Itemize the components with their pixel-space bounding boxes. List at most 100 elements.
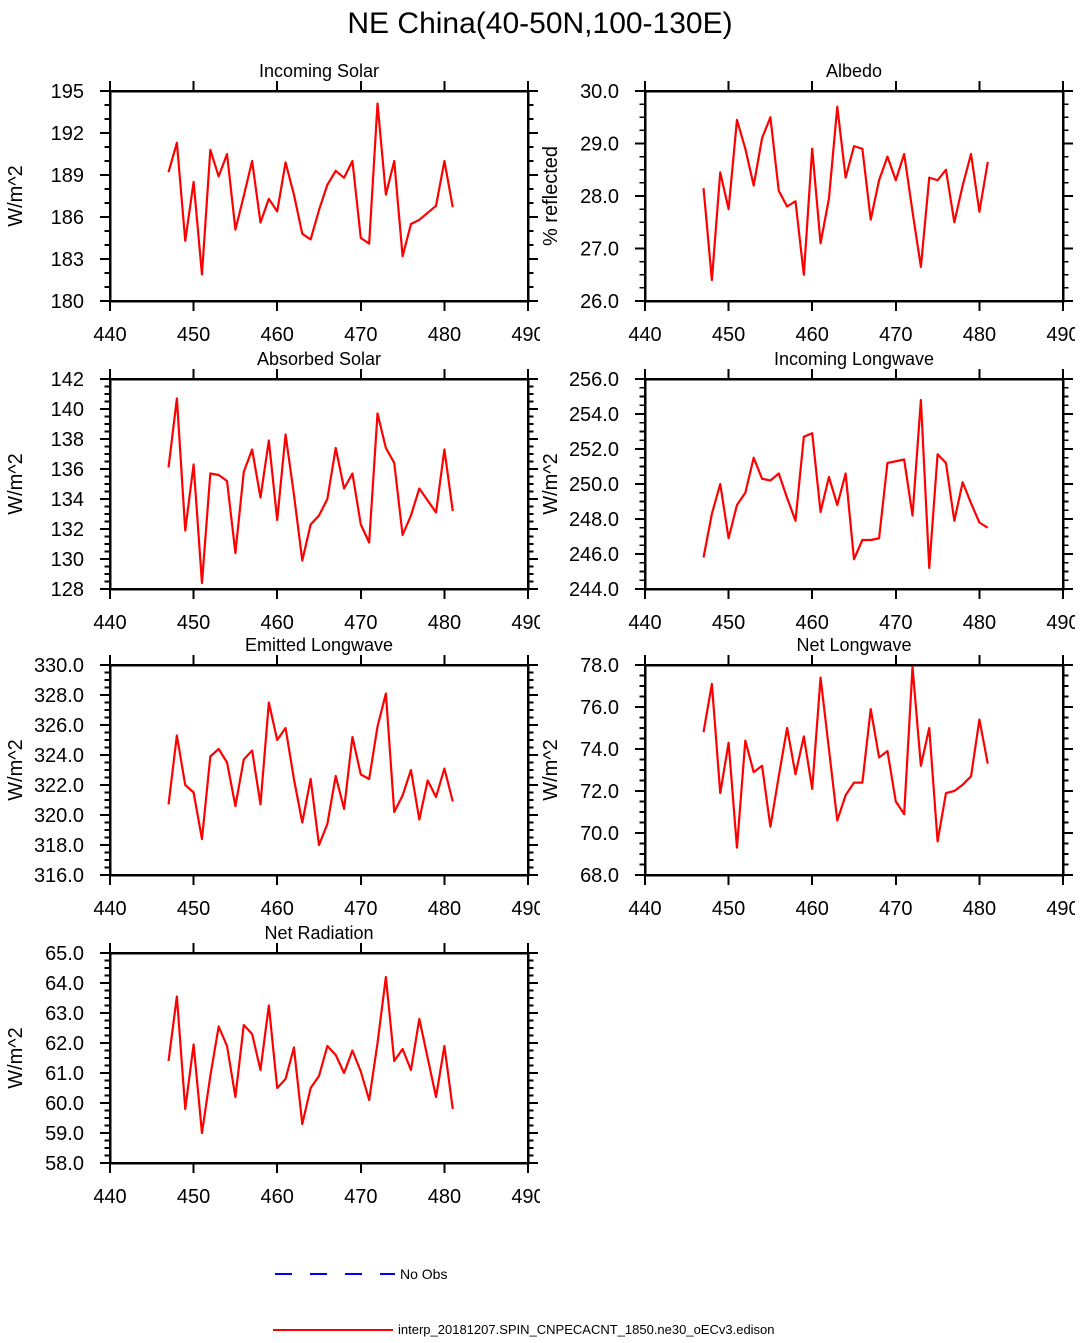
legend-item-no-obs: No Obs <box>273 1266 447 1282</box>
chart-title: Emitted Longwave <box>245 635 393 655</box>
y-tick-label: 136 <box>51 459 84 481</box>
chart-title: Incoming Solar <box>259 61 379 81</box>
x-tick-label: 480 <box>428 1186 461 1208</box>
x-tick-label: 480 <box>428 898 461 920</box>
chart-svg: 440 450 460 470 480 490 244.0 246.0 248.0 250.0 25… <box>540 349 1080 634</box>
x-tick-label: 480 <box>963 898 996 920</box>
x-tick-label: 490 <box>1046 898 1075 920</box>
x-tick-label: 440 <box>628 898 661 920</box>
y-tick-label: 76.0 <box>580 697 619 719</box>
x-tick-label: 490 <box>1046 324 1075 346</box>
x-tick-label: 470 <box>879 324 912 346</box>
y-tick-label: 130 <box>51 549 84 571</box>
x-tick-label: 480 <box>428 324 461 346</box>
x-tick-label: 490 <box>511 324 540 346</box>
y-tick-label: 64.0 <box>45 973 84 995</box>
y-tick-label: 326.0 <box>34 715 84 737</box>
y-tick-label: 62.0 <box>45 1033 84 1055</box>
y-axis-unit-label: W/m^2 <box>5 739 27 801</box>
data-series-line <box>167 975 454 1135</box>
chart-net-radiation: 440 450 460 470 480 490 58.0 59.0 60.0 61.0 62.0 63… <box>0 919 545 1211</box>
y-axis-unit-label: W/m^2 <box>540 453 562 515</box>
x-tick-label: 460 <box>261 1186 294 1208</box>
x-tick-label: 460 <box>261 612 294 634</box>
no-obs-line-sample <box>275 1273 395 1275</box>
chart-svg: 440 450 460 470 480 490 316.0 318.0 320.0 322.0 32… <box>5 635 545 920</box>
legend-item-model: interp_20181207.SPIN_CNPECACNT_1850.ne30… <box>271 1322 775 1337</box>
y-tick-label: 183 <box>51 249 84 271</box>
y-axis-unit-label: W/m^2 <box>5 453 27 515</box>
x-tick-label: 480 <box>963 324 996 346</box>
y-tick-label: 324.0 <box>34 745 84 767</box>
x-tick-label: 470 <box>879 898 912 920</box>
y-tick-label: 138 <box>51 429 84 451</box>
x-tick-label: 450 <box>177 324 210 346</box>
y-tick-label: 250.0 <box>569 474 619 496</box>
data-series-line <box>702 398 989 570</box>
y-tick-label: 195 <box>51 81 84 103</box>
y-tick-label: 330.0 <box>34 655 84 677</box>
x-tick-label: 450 <box>177 898 210 920</box>
x-tick-label: 450 <box>712 898 745 920</box>
chart-title: Absorbed Solar <box>257 349 381 369</box>
y-tick-label: 72.0 <box>580 781 619 803</box>
chart-svg: 440 450 460 470 480 490 68.0 70.0 72.0 74.0 76.0 78… <box>540 635 1080 920</box>
x-tick-label: 470 <box>344 898 377 920</box>
y-tick-label: 30.0 <box>580 81 619 103</box>
x-tick-label: 460 <box>796 612 829 634</box>
x-tick-label: 470 <box>879 612 912 634</box>
x-tick-label: 440 <box>93 612 126 634</box>
x-tick-label: 440 <box>628 612 661 634</box>
y-axis-unit-label: % reflected <box>540 146 562 246</box>
legend-label-model: interp_20181207.SPIN_CNPECACNT_1850.ne30… <box>398 1322 775 1337</box>
x-tick-label: 450 <box>712 324 745 346</box>
chart-svg: 440 450 460 470 480 490 128 130 132 134 136 138 140 1… <box>5 349 545 634</box>
y-tick-label: 140 <box>51 399 84 421</box>
data-series-line <box>167 397 454 585</box>
x-tick-label: 460 <box>796 898 829 920</box>
x-tick-label: 440 <box>93 1186 126 1208</box>
y-tick-label: 248.0 <box>569 509 619 531</box>
y-tick-label: 29.0 <box>580 134 619 156</box>
x-tick-label: 490 <box>511 898 540 920</box>
y-tick-label: 132 <box>51 519 84 541</box>
y-tick-label: 320.0 <box>34 805 84 827</box>
x-tick-label: 490 <box>511 1186 540 1208</box>
y-tick-label: 318.0 <box>34 835 84 857</box>
chart-svg: 440 450 460 470 480 490 58.0 59.0 60.0 61.0 62.0 63… <box>5 923 545 1208</box>
y-tick-label: 74.0 <box>580 739 619 761</box>
legend-label-no-obs: No Obs <box>400 1266 448 1282</box>
x-tick-label: 490 <box>1046 612 1075 634</box>
model-line-sample <box>273 1328 393 1331</box>
y-tick-label: 78.0 <box>580 655 619 677</box>
y-tick-label: 60.0 <box>45 1093 84 1115</box>
x-tick-label: 480 <box>428 612 461 634</box>
x-tick-label: 460 <box>261 324 294 346</box>
chart-incoming-longwave: 440 450 460 470 480 490 244.0 246.0 248.0 250.0 25… <box>535 345 1080 637</box>
y-tick-label: 328.0 <box>34 685 84 707</box>
x-tick-label: 440 <box>628 324 661 346</box>
y-tick-label: 128 <box>51 579 84 601</box>
x-tick-label: 440 <box>93 898 126 920</box>
y-tick-label: 246.0 <box>569 544 619 566</box>
y-axis-unit-label: W/m^2 <box>5 1027 27 1089</box>
y-axis-unit-label: W/m^2 <box>5 165 27 227</box>
chart-title: Net Longwave <box>796 635 911 655</box>
y-tick-label: 189 <box>51 165 84 187</box>
chart-title: Incoming Longwave <box>774 349 934 369</box>
y-tick-label: 186 <box>51 207 84 229</box>
y-tick-label: 316.0 <box>34 865 84 887</box>
y-tick-label: 256.0 <box>569 369 619 391</box>
x-tick-label: 440 <box>93 324 126 346</box>
x-tick-label: 450 <box>177 1186 210 1208</box>
y-tick-label: 65.0 <box>45 943 84 965</box>
chart-emitted-longwave: 440 450 460 470 480 490 316.0 318.0 320.0 322.0 32… <box>0 631 545 923</box>
x-tick-label: 470 <box>344 1186 377 1208</box>
chart-title: Net Radiation <box>264 923 373 943</box>
chart-albedo: 440 450 460 470 480 490 26.0 27.0 28.0 29.0 30.0 Al… <box>535 57 1080 349</box>
y-tick-label: 68.0 <box>580 865 619 887</box>
page-title: NE China(40-50N,100-130E) <box>347 7 733 40</box>
y-tick-label: 58.0 <box>45 1153 84 1175</box>
x-tick-label: 460 <box>796 324 829 346</box>
